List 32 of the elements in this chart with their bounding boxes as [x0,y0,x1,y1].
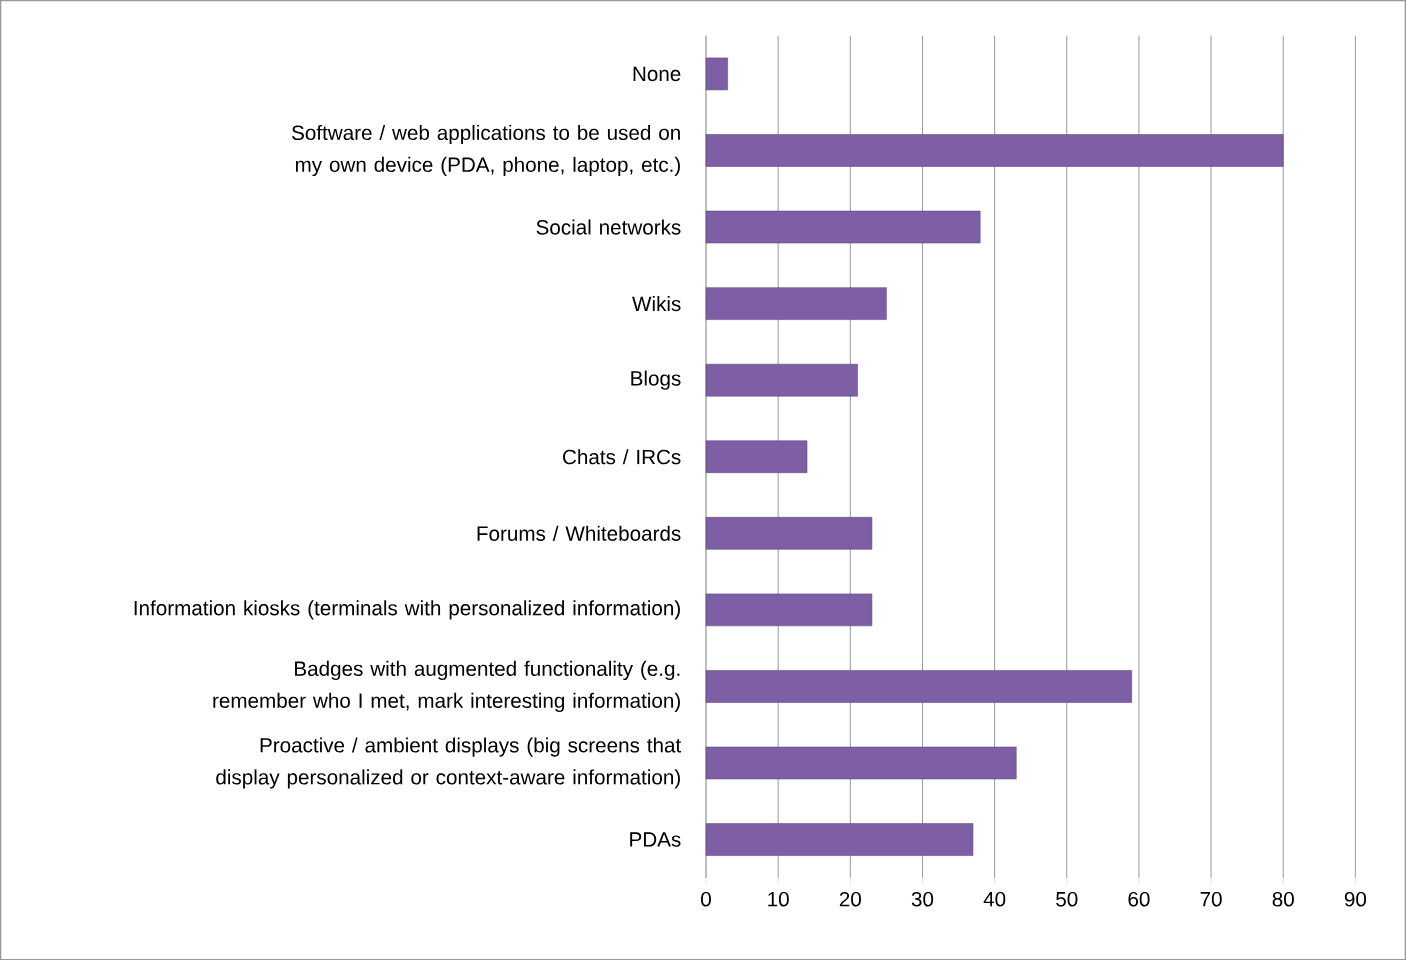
bar [705,823,974,856]
x-tick-label: 40 [983,891,1006,907]
x-tick-label: 60 [1128,891,1150,907]
bar [705,210,981,244]
bar [705,57,728,90]
y-tick-label: Information kiosks (terminals with personalized information) [134,600,680,620]
x-tick-label: 50 [1056,891,1078,907]
x-tick-label: 0 [701,891,711,907]
y-tick-label: Badges with augmented functionality (e.g. remember who I met, mark interesting information) [213,660,680,712]
y-tick-label: Software / web applications to be used on my own device (PDA, phone, laptop, etc.) [292,124,680,176]
bar [705,593,873,626]
x-tick-label: 20 [839,891,861,907]
y-tick-label: Wikis [632,295,681,311]
bar [705,440,808,473]
bar [705,516,873,550]
y-tick-label: Chats / IRCs [563,448,681,465]
y-tick-label: PDAs [630,832,681,847]
bar [705,363,858,397]
bar [705,134,1284,167]
bar [705,669,1132,703]
bar [705,746,1017,780]
y-tick-label: Social networks [536,219,681,235]
bar [705,287,887,320]
x-tick-label: 70 [1200,891,1222,907]
y-tick-label: Proactive / ambient displays (big screens that display personalized or context-aware information) [216,737,682,789]
y-tick-label: Forums / Whiteboards [477,525,681,541]
x-tick-label: 90 [1344,891,1367,907]
x-tick-label: 80 [1272,891,1294,907]
x-tick-label: 30 [911,891,934,907]
y-tick-label: None [633,66,681,81]
x-tick-label: 10 [768,891,789,907]
y-tick-label: Blogs [631,370,681,390]
